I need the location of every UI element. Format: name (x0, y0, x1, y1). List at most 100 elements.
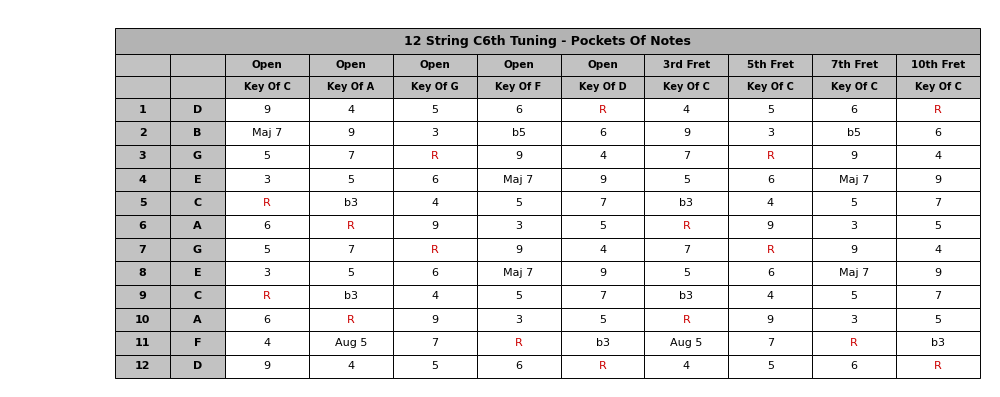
Text: 9: 9 (851, 245, 858, 254)
Text: 9: 9 (431, 222, 438, 231)
Bar (728, 54, 812, 76)
Bar (477, 261, 561, 285)
Text: 9: 9 (515, 245, 522, 254)
Bar (393, 261, 477, 285)
Text: A: A (193, 222, 202, 231)
Bar (309, 238, 393, 261)
Text: 7: 7 (683, 245, 690, 254)
Bar (896, 168, 980, 191)
Text: R: R (599, 105, 606, 115)
Bar (561, 191, 644, 215)
Bar (309, 76, 393, 98)
Bar (309, 308, 393, 331)
Bar (477, 145, 561, 168)
Bar (115, 285, 170, 308)
Text: 1: 1 (139, 105, 146, 115)
Bar (477, 76, 561, 98)
Text: R: R (515, 338, 522, 348)
Text: F: F (194, 338, 201, 348)
Bar (561, 168, 644, 191)
Bar (644, 238, 728, 261)
Bar (644, 331, 728, 355)
Bar (170, 76, 225, 98)
Bar (393, 285, 477, 308)
Text: 6: 6 (767, 268, 774, 278)
Bar (644, 121, 728, 145)
Bar (477, 168, 561, 191)
Bar (170, 121, 225, 145)
Text: b3: b3 (679, 291, 693, 301)
Text: 4: 4 (263, 338, 271, 348)
Bar (115, 121, 170, 145)
Bar (896, 238, 980, 261)
Bar (225, 121, 309, 145)
Text: 9: 9 (767, 222, 774, 231)
Bar (812, 54, 896, 76)
Text: 5: 5 (851, 198, 858, 208)
Text: 8: 8 (139, 268, 146, 278)
Text: 12: 12 (135, 361, 150, 371)
Bar (115, 215, 170, 238)
Text: 5: 5 (599, 222, 606, 231)
Text: R: R (599, 361, 606, 371)
Bar (477, 121, 561, 145)
Text: 4: 4 (934, 151, 942, 161)
Bar (309, 54, 393, 76)
Text: R: R (934, 105, 942, 115)
Bar (896, 261, 980, 285)
Text: 6: 6 (263, 222, 270, 231)
Bar (393, 145, 477, 168)
Bar (170, 54, 225, 76)
Text: b3: b3 (596, 338, 610, 348)
Bar (644, 145, 728, 168)
Bar (812, 98, 896, 121)
Text: Key Of F: Key Of F (495, 82, 542, 92)
Text: 4: 4 (934, 245, 942, 254)
Bar (812, 331, 896, 355)
Bar (115, 238, 170, 261)
Bar (561, 238, 644, 261)
Bar (393, 121, 477, 145)
Text: 6: 6 (599, 128, 606, 138)
Bar (225, 285, 309, 308)
Bar (561, 98, 644, 121)
Text: 4: 4 (599, 151, 606, 161)
Text: Key Of C: Key Of C (663, 82, 710, 92)
Bar (728, 308, 812, 331)
Text: 7: 7 (599, 291, 606, 301)
Bar (115, 308, 170, 331)
Text: 6: 6 (935, 128, 942, 138)
Bar (225, 261, 309, 285)
Text: 4: 4 (767, 291, 774, 301)
Text: 4: 4 (683, 361, 690, 371)
Bar (393, 308, 477, 331)
Bar (225, 168, 309, 191)
Text: D: D (193, 105, 202, 115)
Text: E: E (194, 268, 201, 278)
Text: Aug 5: Aug 5 (335, 338, 367, 348)
Bar (561, 54, 644, 76)
Text: Maj 7: Maj 7 (503, 175, 534, 185)
Bar (728, 76, 812, 98)
Bar (170, 261, 225, 285)
Text: 6: 6 (851, 105, 858, 115)
Bar (728, 121, 812, 145)
Text: 5: 5 (767, 105, 774, 115)
Bar (393, 168, 477, 191)
Text: 3: 3 (139, 151, 146, 161)
Text: b3: b3 (931, 338, 945, 348)
Bar (644, 285, 728, 308)
Bar (812, 238, 896, 261)
Bar (115, 28, 980, 54)
Bar (115, 98, 170, 121)
Text: 3: 3 (767, 128, 774, 138)
Text: 7: 7 (683, 151, 690, 161)
Bar (728, 355, 812, 378)
Text: 9: 9 (683, 128, 690, 138)
Text: 4: 4 (347, 105, 354, 115)
Bar (170, 145, 225, 168)
Bar (477, 54, 561, 76)
Text: 7: 7 (431, 338, 438, 348)
Bar (477, 308, 561, 331)
Text: Open: Open (503, 60, 534, 70)
